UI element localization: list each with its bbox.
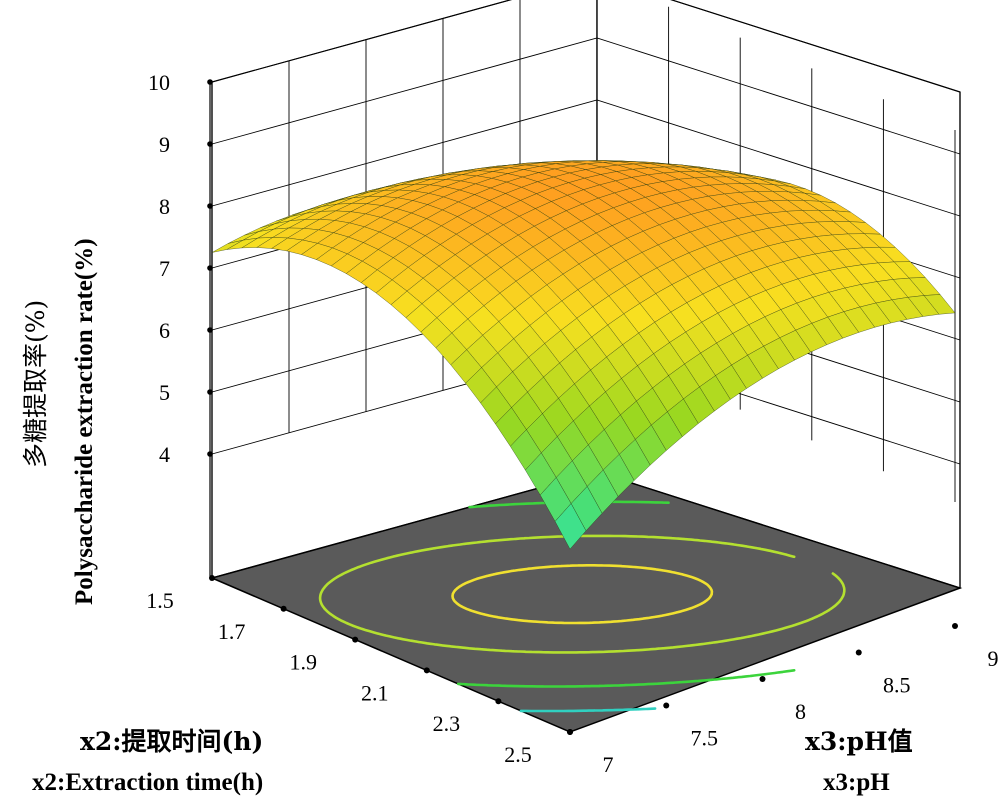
y-tick-label: 7.5: [691, 726, 719, 751]
x-tick-label: 2.5: [504, 742, 532, 767]
y-tick-mark: [567, 729, 573, 735]
x-axis-title-en: x2:Extraction time(h): [32, 769, 263, 796]
z-tick-label: 8: [159, 194, 170, 219]
x-tick-label: 2.1: [361, 680, 389, 705]
x-tick-mark: [495, 698, 502, 705]
x-tick-label: 1.7: [218, 619, 246, 644]
x-tick-mark: [423, 667, 430, 674]
y-tick-label: 9: [988, 646, 999, 671]
y-tick-mark: [855, 649, 862, 656]
z-axis-title-cn: 多糖提取率(%): [21, 300, 50, 468]
z-axis-title-en: Polysaccharide extraction rate(%): [71, 238, 98, 605]
axes: 4 5 6 7 8 9 10 1.5 1.7 1.9 2.1 2.3 2.5 7 7.5 8 8.5 9: [146, 70, 998, 777]
z-tick-label: 5: [159, 380, 170, 405]
z-tick-label: 7: [159, 256, 170, 281]
surface-cell: [554, 503, 587, 550]
y-tick-label: 8.5: [883, 673, 911, 698]
contour-line: [318, 534, 846, 654]
x-axis-title-cn: x2:提取时间(h): [80, 727, 263, 756]
y-tick-mark: [952, 623, 958, 629]
x-tick-mark: [280, 605, 287, 612]
contour-line: [451, 564, 714, 625]
wall-gridline: [211, 0, 961, 93]
x-tick-label: 2.3: [433, 711, 461, 736]
z-tick-label: 10: [148, 70, 170, 95]
y-tick-mark: [759, 676, 766, 682]
z-tick-label: 4: [159, 442, 170, 467]
y-axis-title-cn: x3:pH值: [805, 727, 913, 756]
x-tick-label: 1.9: [289, 650, 317, 675]
y-axis-title-en: x3:pH: [823, 769, 890, 796]
x-tick-mark: [209, 575, 215, 581]
y-tick-mark: [663, 702, 670, 709]
x-tick-mark: [352, 636, 359, 643]
y-tick-label: 7: [603, 752, 614, 777]
z-tick-label: 9: [159, 132, 170, 157]
x-tick-label: 1.5: [146, 588, 174, 613]
response-surface: [211, 160, 956, 550]
y-tick-label: 8: [795, 699, 806, 724]
z-tick-label: 6: [159, 318, 170, 343]
